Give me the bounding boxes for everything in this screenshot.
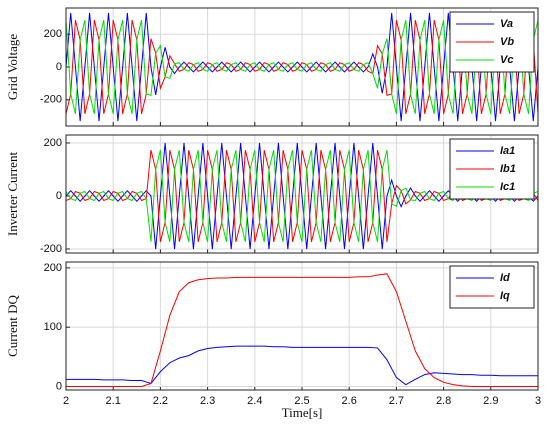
legend-label: Id [500, 272, 510, 284]
series-line [66, 12, 538, 122]
y-tick-label: -200 [40, 94, 62, 106]
y-tick-label: 0 [56, 61, 62, 73]
legend: Ia1 Ib1 Ic1 [449, 138, 535, 200]
x-tick-label: 2.2 [153, 395, 168, 407]
y-axis-label: Grid Voltage [5, 34, 20, 101]
legend-label: Iq [500, 290, 510, 302]
series-line [66, 345, 538, 386]
plot-frame [65, 7, 539, 127]
x-tick-label: 2.6 [342, 395, 357, 407]
y-axis-label: Inverter Current [5, 152, 20, 236]
y-axis-label: Current DQ [5, 295, 20, 357]
legend-label: Ia1 [500, 145, 515, 157]
legend-label: Vb [500, 36, 514, 48]
y-tick-label: 0 [56, 380, 62, 392]
plot-frame [65, 261, 539, 391]
x-tick-label: 2.4 [247, 395, 262, 407]
panel: -200 0 200 Inverter Current Ia1 Ib1 Ic1 [5, 134, 539, 255]
legend-label: Ib1 [500, 163, 516, 175]
y-tick-label: 200 [44, 137, 62, 149]
legend: Va Vb Vc [449, 11, 535, 73]
plot-frame [65, 134, 539, 254]
x-tick-label: 2.3 [200, 395, 215, 407]
x-tick-label: 2.1 [106, 395, 121, 407]
y-tick-label: -200 [40, 243, 62, 255]
series-line [66, 273, 538, 387]
x-tick-label: 2.8 [436, 395, 451, 407]
x-axis-label: Time[s] [282, 405, 323, 420]
y-tick-label: 0 [56, 190, 62, 202]
legend-label: Ic1 [500, 181, 515, 193]
x-tick-label: 2 [63, 395, 69, 407]
panel: 2 2.1 2.2 2.3 2.4 2.5 2.6 2.7 2.8 2.9 3 0 100 200 Curr… [5, 261, 541, 420]
y-tick-label: 200 [44, 28, 62, 40]
legend-label: Vc [500, 54, 513, 66]
panel: -200 0 200 Grid Voltage Va Vb Vc [5, 7, 539, 127]
series-line [66, 142, 538, 250]
x-tick-label: 2.7 [389, 395, 404, 407]
legend-label: Va [500, 18, 513, 30]
x-tick-label: 2.5 [294, 395, 309, 407]
legend-box [449, 265, 535, 309]
x-tick-label: 2.9 [483, 395, 498, 407]
legend: Id Iq [449, 265, 535, 309]
y-tick-label: 100 [44, 321, 62, 333]
x-tick-label: 3 [535, 395, 541, 407]
y-tick-label: 200 [44, 262, 62, 274]
